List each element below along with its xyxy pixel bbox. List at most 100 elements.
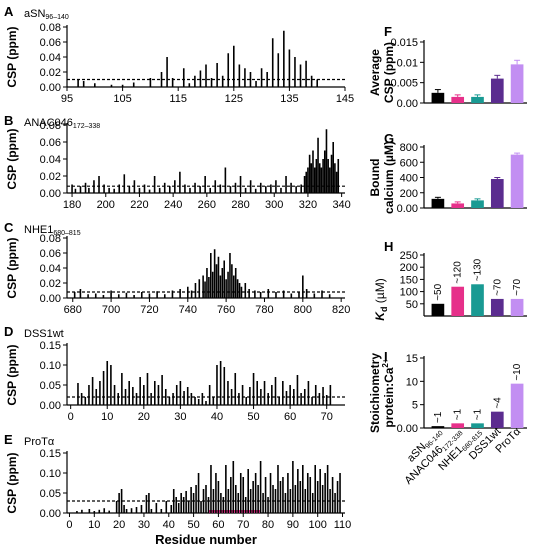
x-tick-label: 0 [66,519,72,531]
x-tick-label: 220 [130,199,148,211]
y-tick-label: 0.00 [397,203,418,215]
bar [451,423,465,428]
value-label: ~130 [473,258,484,281]
y-axis-label: CSP (ppm) [5,344,19,405]
value-label: ~120 [453,261,464,284]
panel-letter: F [384,24,392,39]
y-axis-label-line: protein:Ca2+ [381,358,396,427]
y-tick-label: 0.08 [40,233,61,245]
x-tick-label: 115 [169,93,187,105]
panel-title: DSS1wt [24,328,64,340]
x-tick-label: 70 [237,519,249,531]
y-tick-label: 800 [400,142,418,154]
y-axis-label-line: calcium (µM) [382,141,396,214]
value-label: ~10 [512,363,523,380]
y-axis-label-line: Average [368,49,382,96]
panel-B: B ANAC046172–338 CSP (ppm) 0.00 0.02 0.04 0.06… [4,113,351,211]
x-tick-label: 10 [88,519,100,531]
y-tick-label: 0.15 [40,448,61,460]
y-tick-label: 0.08 [40,22,61,34]
panel-title: aSN96–140 [24,8,69,21]
panel-letter: D [4,324,13,339]
panel-title-subscript: 172–338 [73,123,100,130]
kd-symbol: K [373,311,387,321]
value-label: ~1 [453,408,464,420]
y-tick-label: 0.04 [40,154,61,166]
bar [451,286,465,316]
x-tick-label: 70 [321,411,333,423]
panel-D: D DSS1wt CSP (ppm) 0.00 0.05 0.10 0.15 0 10 20 30 4… [4,324,345,423]
y-tick-label: 0.00 [397,423,418,435]
y-tick-label: 0.005 [390,78,418,90]
y-axis-label-line: Stoichiometry [368,353,382,433]
x-tick-label: 145 [336,93,354,105]
y-tick-label: 10 [406,376,418,388]
x-tick-label: 30 [138,519,150,531]
y-axis-label: CSP (ppm) [5,128,19,189]
bar [471,423,484,428]
y-axis-label-line: CSP (ppm) [382,42,396,103]
y-tick-label: 600 [400,157,418,169]
y-tick-label: 15 [406,353,418,365]
x-tick-label: 90 [287,519,299,531]
x-tick-label: 40 [163,519,175,531]
x-tick-label: 800 [294,304,312,316]
y-tick-label: 0.08 [40,120,61,132]
x-tick-label: 125 [225,93,243,105]
panel-letter: I [384,349,388,364]
y-tick-label: 50 [406,299,418,311]
x-tick-label: 280 [231,199,249,211]
x-tick-label: 50 [187,519,199,531]
y-axis-label: CSP (ppm) [5,26,19,87]
x-tick-label: 40 [211,411,223,423]
x-tick-label: 60 [284,411,296,423]
y-tick-label: 200 [400,188,418,200]
y-tick-label: 100 [400,287,418,299]
x-tick-label: 30 [174,411,186,423]
y-tick-label: 0.10 [40,360,61,372]
bar [510,298,524,316]
x-tick-label: 0 [68,411,74,423]
x-tick-label: 740 [179,304,197,316]
bar [431,92,445,103]
x-tick-label: 100 [309,519,327,531]
bar [431,303,445,316]
kd-unit: (µM) [373,278,387,306]
x-tick-label: 80 [262,519,274,531]
bar [451,203,465,208]
x-tick-label: 200 [97,199,115,211]
y-tick-label: 0.15 [40,340,61,352]
y-tick-label: 0.00 [40,82,61,94]
y-tick-label: 150 [400,274,418,286]
panel-letter: G [384,131,394,146]
y-axis-label: AverageCSP (ppm) [368,42,396,103]
x-tick-label: 260 [198,199,216,211]
bar [471,284,484,316]
x-tick-label: 180 [63,199,81,211]
highlight-region [208,510,261,513]
x-tick-label: 760 [217,304,235,316]
panel-title-subscript: 96–140 [45,14,68,21]
x-tick-label: 60 [212,519,224,531]
x-tick-label: 340 [332,199,350,211]
y-tick-label: 0.04 [40,263,61,275]
x-tick-label: 820 [332,304,350,316]
panel-letter: E [4,432,13,447]
value-label: ~50 [433,283,444,300]
value-label: ~1 [433,411,444,423]
x-tick-label: 780 [255,304,273,316]
x-tick-label: 20 [138,411,150,423]
x-tick-label: 720 [140,304,158,316]
panel-letter: A [4,4,14,19]
y-axis-label-line: Bound [368,159,382,197]
y-tick-label: 0.02 [40,67,61,79]
bar [471,200,484,208]
y-tick-label: 0.015 [390,37,418,49]
